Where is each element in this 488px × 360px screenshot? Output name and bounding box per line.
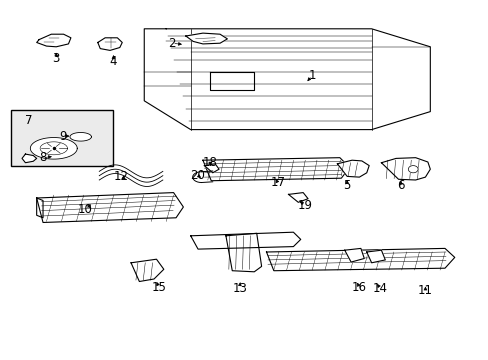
- Polygon shape: [337, 160, 368, 177]
- Text: 20: 20: [190, 169, 204, 182]
- Text: 8: 8: [39, 151, 47, 164]
- Text: 17: 17: [270, 176, 285, 189]
- Text: 18: 18: [203, 156, 217, 169]
- Polygon shape: [288, 193, 307, 202]
- Text: 12: 12: [114, 170, 128, 183]
- Polygon shape: [37, 193, 183, 205]
- Polygon shape: [344, 248, 364, 262]
- Text: 15: 15: [151, 281, 166, 294]
- Circle shape: [407, 166, 417, 173]
- Polygon shape: [37, 34, 71, 47]
- Text: 6: 6: [396, 179, 404, 192]
- Polygon shape: [381, 158, 429, 180]
- Text: 19: 19: [298, 199, 312, 212]
- Text: 2: 2: [168, 37, 176, 50]
- Text: 1: 1: [307, 69, 315, 82]
- Text: 13: 13: [232, 282, 246, 294]
- Polygon shape: [98, 38, 122, 50]
- Polygon shape: [30, 138, 77, 159]
- Polygon shape: [204, 164, 219, 173]
- Polygon shape: [190, 232, 300, 249]
- Polygon shape: [185, 33, 227, 44]
- Text: 5: 5: [343, 179, 350, 192]
- Text: 16: 16: [351, 281, 366, 294]
- Text: 7: 7: [24, 114, 32, 127]
- Polygon shape: [37, 193, 183, 222]
- Polygon shape: [203, 158, 349, 181]
- Polygon shape: [225, 233, 261, 272]
- Text: 4: 4: [109, 55, 117, 68]
- Text: 14: 14: [372, 282, 387, 295]
- Polygon shape: [22, 154, 37, 163]
- Polygon shape: [366, 250, 385, 263]
- Polygon shape: [266, 248, 454, 271]
- Text: 10: 10: [78, 203, 93, 216]
- Polygon shape: [70, 132, 91, 141]
- Bar: [11, 110, 113, 166]
- Polygon shape: [144, 29, 429, 130]
- Text: 9: 9: [59, 130, 66, 143]
- Text: 11: 11: [417, 284, 432, 297]
- Text: 3: 3: [52, 52, 60, 65]
- Polygon shape: [131, 259, 163, 282]
